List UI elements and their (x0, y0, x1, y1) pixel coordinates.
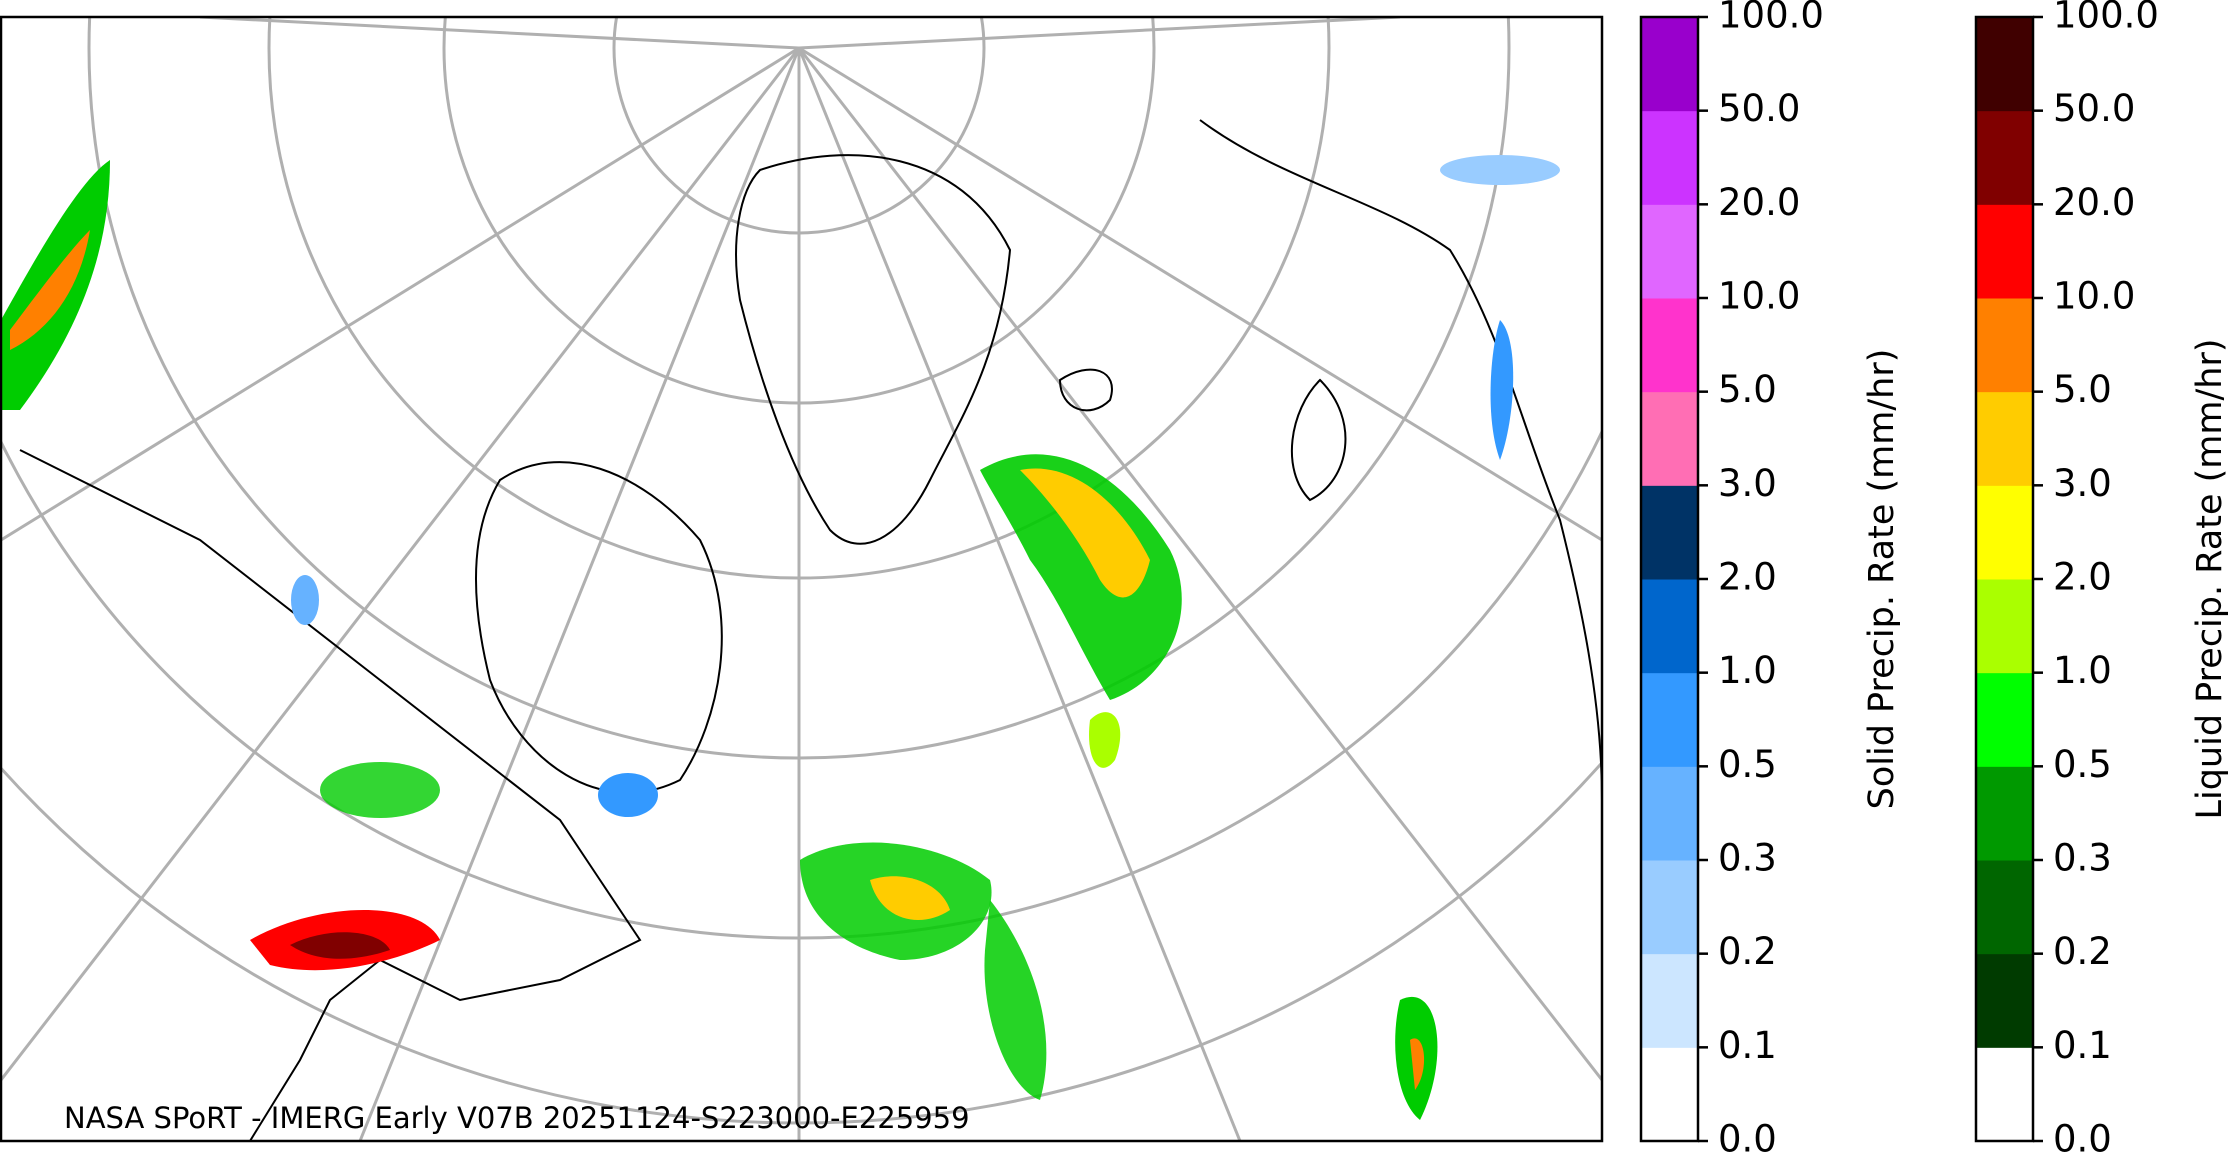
map (1, 17, 1602, 1141)
colorbar-segment (1641, 17, 1698, 112)
colorbar-segment (1976, 485, 2033, 580)
tick-label: 10.0 (2053, 275, 2135, 318)
colorbar-segment (1976, 204, 2033, 299)
colorbar-segment (1641, 485, 1698, 580)
tick-label: 0.1 (2053, 1024, 2112, 1067)
colorbar-segment (1976, 17, 2033, 112)
tick-label: 0.1 (1718, 1024, 1777, 1067)
colorbar-segment (1641, 298, 1698, 393)
colorbar-segment (1976, 110, 2033, 205)
tick-label: 50.0 (1718, 87, 1800, 130)
colorbar-segment (1976, 860, 2033, 955)
colorbar-label: Solid Precip. Rate (mm/hr) (1862, 349, 1902, 810)
tick-label: 0.5 (1718, 743, 1777, 786)
map-frame (0, 15, 1604, 1143)
colorbar-segment (1641, 1047, 1698, 1142)
tick-label: 0.3 (1718, 837, 1777, 880)
precipitation (1, 155, 1560, 1120)
colorbar-segment (1976, 1047, 2033, 1142)
colorbar-segment (1641, 579, 1698, 674)
tick-label: 0.2 (1718, 930, 1777, 973)
colorbar-segment (1976, 298, 2033, 393)
colorbar-segment (1976, 766, 2033, 861)
colorbar: 0.0 0.1 0.2 0.3 0.5 1.0 2.0 3.0 5.0 10.0 20.0 50.0 1… (1639, 0, 1902, 1161)
tick-label: 20.0 (1718, 181, 1800, 224)
colorbar-segment (1641, 204, 1698, 299)
colorbar-segment (1641, 860, 1698, 955)
colorbar-label: Liquid Precip. Rate (mm/hr) (2190, 338, 2230, 819)
colorbar-segment (1976, 953, 2033, 1048)
tick-label: 0.3 (2053, 837, 2112, 880)
colorbars: 0.0 0.1 0.2 0.3 0.5 1.0 2.0 3.0 5.0 10.0 20.0 50.0 1… (1639, 0, 2230, 1161)
tick-label: 10.0 (1718, 275, 1800, 318)
colorbar-segment (1641, 953, 1698, 1048)
colorbar-segment (1976, 391, 2033, 486)
colorbar-segment (1976, 579, 2033, 674)
tick-label: 2.0 (1718, 556, 1777, 599)
caption: NASA SPoRT - IMERG Early V07B 20251124-S… (64, 1101, 970, 1135)
tick-label: 50.0 (2053, 87, 2135, 130)
tick-label: 5.0 (1718, 368, 1777, 411)
tick-label: 3.0 (2053, 462, 2112, 505)
tick-label: 0.5 (2053, 743, 2112, 786)
colorbar-segment (1641, 672, 1698, 767)
tick-label: 3.0 (1718, 462, 1777, 505)
colorbar: 0.0 0.1 0.2 0.3 0.5 1.0 2.0 3.0 5.0 10.0 20.0 50.0 1… (1974, 0, 2230, 1161)
tick-label: 100.0 (1718, 0, 1824, 37)
tick-label: 0.2 (2053, 930, 2112, 973)
colorbar-segment (1976, 672, 2033, 767)
tick-label: 100.0 (2053, 0, 2159, 37)
tick-label: 2.0 (2053, 556, 2112, 599)
tick-label: 20.0 (2053, 181, 2135, 224)
graticule (1, 17, 1602, 1141)
tick-label: 5.0 (2053, 368, 2112, 411)
tick-label: 0.0 (2053, 1118, 2112, 1161)
colorbar-segment (1641, 766, 1698, 861)
colorbar-segment (1641, 391, 1698, 486)
tick-label: 0.0 (1718, 1118, 1777, 1161)
tick-label: 1.0 (1718, 649, 1777, 692)
colorbar-segment (1641, 110, 1698, 205)
tick-label: 1.0 (2053, 649, 2112, 692)
